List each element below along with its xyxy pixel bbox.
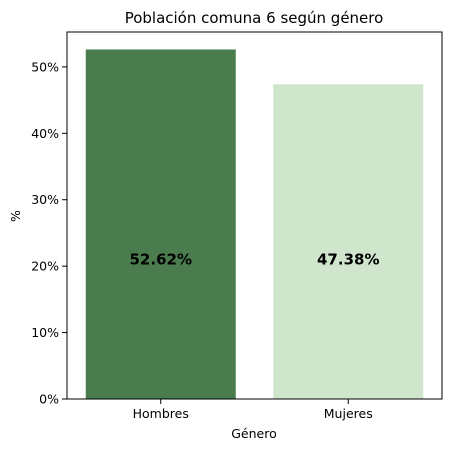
y-tick-label: 40%	[31, 126, 59, 141]
x-axis-label: Género	[231, 426, 277, 441]
data-label-mujeres: 47.38%	[317, 251, 379, 269]
y-tick-label: 20%	[31, 259, 59, 274]
y-tick-label: 10%	[31, 325, 59, 340]
y-axis-label: %	[8, 210, 23, 222]
plot-area: 52.62% 47.38% 0% 10% 20% 30% 40% 50% Hombres Muje…	[31, 31, 443, 421]
y-tick-label: 30%	[31, 192, 59, 207]
data-label-hombres: 52.62%	[130, 251, 192, 269]
chart-title: Población comuna 6 según género	[125, 9, 384, 27]
x-tick-label: Hombres	[133, 406, 189, 421]
bar-mujeres	[273, 84, 424, 400]
y-tick-label: 0%	[39, 392, 59, 407]
x-tick-label: Mujeres	[324, 406, 373, 421]
y-tick-label: 50%	[31, 59, 59, 74]
bar-hombres	[85, 49, 236, 400]
plot-frame	[66, 31, 443, 400]
